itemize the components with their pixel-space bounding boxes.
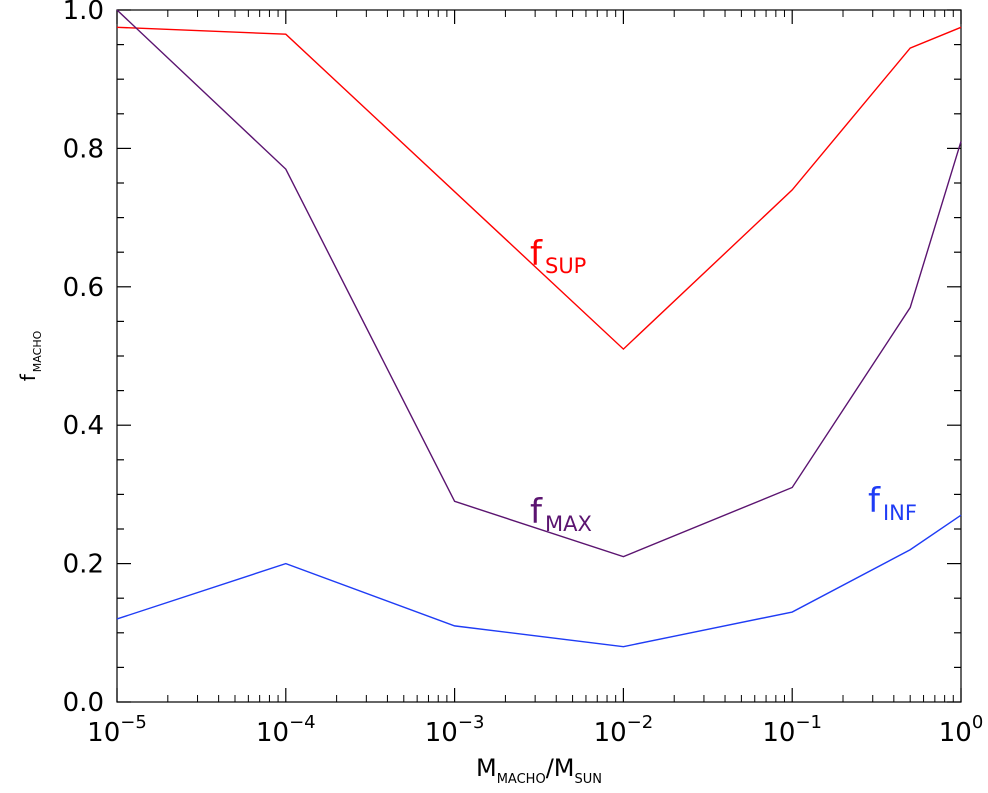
y-axis-label-sub: MACHO xyxy=(31,330,44,372)
y-tick-label: 0.0 xyxy=(63,688,104,718)
x-tick-label: 10−4 xyxy=(256,712,316,748)
y-axis-label: fMACHO xyxy=(16,330,44,381)
series-line-max xyxy=(116,9,962,558)
x-tick-label-base: 10 xyxy=(594,718,627,748)
x-tick-label-base: 10 xyxy=(762,718,795,748)
x-tick-label: 10−2 xyxy=(594,712,654,748)
axis-ticks xyxy=(116,9,962,703)
x-axis-label-den-sub: SUN xyxy=(575,772,603,787)
series-label-sub: MAX xyxy=(545,512,592,536)
x-tick-label-exponent: −3 xyxy=(458,712,485,733)
x-tick-label-exponent: −4 xyxy=(289,712,316,733)
series-line-inf xyxy=(116,514,962,648)
series-label-inf: f INF xyxy=(868,481,917,525)
y-tick-label: 0.6 xyxy=(63,273,104,303)
x-tick-label-exponent: −5 xyxy=(120,712,147,733)
x-axis-label: MMACHO/MSUN xyxy=(476,754,602,787)
x-tick-label: 10−1 xyxy=(762,712,822,748)
x-tick-label-exponent: −2 xyxy=(627,712,654,733)
x-tick-label-exponent: −1 xyxy=(795,712,822,733)
series-label-main: f xyxy=(530,234,543,274)
x-axis-label-main-sub: MACHO xyxy=(497,772,546,787)
x-tick-label-exponent: 0 xyxy=(972,712,983,733)
series-label-sub: INF xyxy=(883,501,917,525)
x-tick-label: 10−5 xyxy=(87,712,147,748)
x-axis-label-main: M xyxy=(476,754,497,782)
data-series xyxy=(116,9,962,648)
x-axis-label-den: M xyxy=(554,754,575,782)
plot-frame-group xyxy=(116,9,962,703)
x-tick-label-base: 10 xyxy=(425,718,458,748)
series-label-main: f xyxy=(868,481,881,521)
y-tick-label: 0.8 xyxy=(63,134,104,164)
series-label-sub: SUP xyxy=(545,254,586,278)
series-label-max: f MAX xyxy=(530,492,592,536)
series-label-sup: f SUP xyxy=(530,234,586,278)
x-tick-label-base: 10 xyxy=(256,718,289,748)
x-tick-label-base: 10 xyxy=(87,718,120,748)
x-tick-label-base: 10 xyxy=(939,718,972,748)
series-line-sup xyxy=(116,26,962,351)
y-tick-label: 1.0 xyxy=(63,0,104,26)
plot-frame xyxy=(116,9,962,703)
y-tick-label: 0.2 xyxy=(63,550,104,580)
axis-tick-labels: 10−5 10−4 10−3 10−2 10−1 1000.00.20.40.60.81.… xyxy=(63,0,984,748)
x-tick-label: 10−3 xyxy=(425,712,485,748)
series-label-main: f xyxy=(530,492,543,532)
y-axis-label-main: f xyxy=(16,373,40,381)
x-tick-label: 100 xyxy=(939,712,984,748)
x-axis-label-slash: / xyxy=(546,754,555,782)
y-tick-label: 0.4 xyxy=(63,411,104,441)
